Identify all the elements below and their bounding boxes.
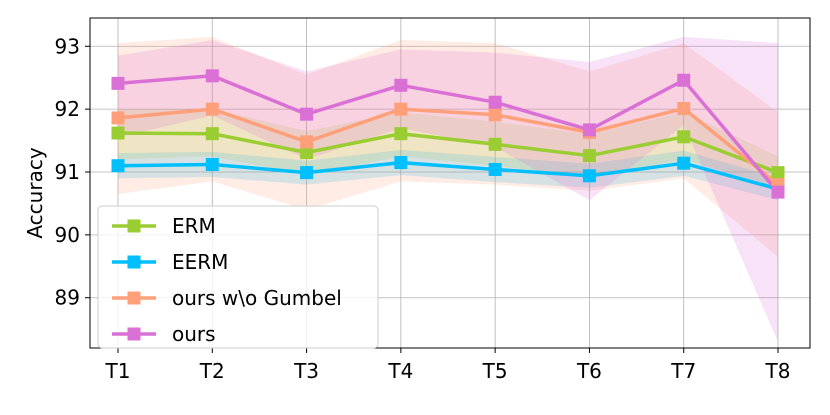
data-point (205, 157, 219, 171)
legend-box (97, 205, 379, 349)
legend: ERM EERM ours w\o Gumbel ours (97, 205, 379, 349)
y-tick-label: 92 (55, 97, 80, 121)
x-tick-label: T7 (670, 359, 696, 383)
legend-label: ours (172, 322, 216, 346)
x-tick-label: T6 (576, 359, 602, 383)
legend-label: EERM (172, 250, 228, 274)
x-axis: T1 T2 T3 T4 T5 T6 T7 T8 (105, 348, 791, 383)
x-tick-label: T2 (199, 359, 225, 383)
y-tick-label: 91 (55, 160, 80, 184)
data-point (394, 127, 408, 141)
data-point (488, 162, 502, 176)
data-point (111, 76, 125, 90)
data-point (300, 135, 314, 149)
data-point (205, 127, 219, 141)
data-point (394, 78, 408, 92)
data-point (488, 108, 502, 122)
series-markers (111, 69, 785, 199)
data-point (677, 156, 691, 170)
series-line (117, 106, 780, 186)
confidence-band (118, 109, 778, 188)
series-line (117, 74, 780, 194)
data-point (677, 73, 691, 87)
data-point (488, 95, 502, 109)
data-point (677, 130, 691, 144)
data-point (582, 123, 596, 137)
y-tick-label: 90 (55, 223, 80, 247)
legend-label: ours w\o Gumbel (172, 286, 342, 310)
y-tick-label: 89 (55, 286, 80, 310)
data-point (300, 107, 314, 121)
legend-marker (127, 255, 141, 269)
plot-frame (89, 17, 811, 349)
x-tick-label: T4 (387, 359, 413, 383)
x-tick-label: T3 (293, 359, 319, 383)
data-point (677, 102, 691, 116)
data-point (488, 137, 502, 151)
data-point (394, 102, 408, 116)
data-point (111, 111, 125, 125)
legend-marker (127, 327, 141, 341)
x-tick-label: T1 (105, 359, 131, 383)
data-point (111, 159, 125, 173)
confidence-bands (118, 36, 778, 342)
data-point (300, 166, 314, 180)
series-lines (117, 74, 780, 194)
legend-label: ERM (172, 214, 216, 238)
confidence-band (118, 36, 778, 257)
data-point (111, 126, 125, 140)
data-point (582, 149, 596, 163)
y-axis-label: Accuracy (23, 147, 47, 238)
data-point (771, 166, 785, 180)
confidence-band (118, 36, 778, 342)
data-point (205, 69, 219, 83)
data-point (300, 146, 314, 160)
x-tick-label: T5 (482, 359, 508, 383)
data-point (582, 169, 596, 183)
legend-marker (127, 291, 141, 305)
data-point (205, 102, 219, 116)
data-point (771, 185, 785, 199)
x-tick-label: T8 (765, 359, 791, 383)
y-tick-label: 93 (55, 34, 80, 58)
legend-marker (127, 219, 141, 233)
series-line (117, 131, 779, 175)
y-axis: 89 90 91 92 93 (55, 34, 90, 310)
series-line (117, 160, 779, 191)
data-point (394, 156, 408, 170)
confidence-band (118, 150, 778, 201)
